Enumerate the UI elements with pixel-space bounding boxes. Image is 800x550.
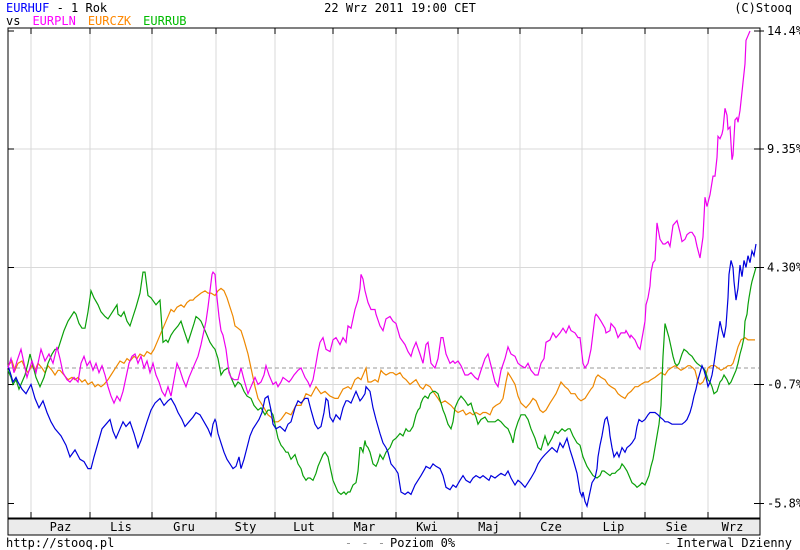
vs-label: vs xyxy=(6,14,21,28)
month-label: Sty xyxy=(235,520,257,534)
series-line-eurhuf xyxy=(7,243,757,509)
series-line-eurrub xyxy=(7,267,757,496)
month-label: Mar xyxy=(354,520,376,534)
month-label: Lut xyxy=(293,520,315,534)
site-url: http://stooq.pl xyxy=(6,536,115,550)
month-label: Sie xyxy=(666,520,688,534)
copyright-label: (C)Stooq xyxy=(734,1,792,15)
compare-legend: vs EURPLN EURCZK EURRUB xyxy=(6,14,187,28)
month-label: Cze xyxy=(540,520,562,534)
zero-level-label: Poziom 0% xyxy=(390,536,456,550)
zero-level-legend: - - - Poziom 0% xyxy=(0,536,800,550)
y-axis-label: -0.7% xyxy=(767,377,800,391)
chart-title: EURHUF - 1 Rok xyxy=(6,1,107,15)
interval-label: Interwal Dzienny xyxy=(676,536,792,550)
interval-dash: - xyxy=(664,536,673,550)
month-label: Maj xyxy=(478,520,500,534)
y-axis-label: 9.35% xyxy=(767,142,800,156)
month-label: Gru xyxy=(173,520,195,534)
month-label: Lip xyxy=(603,520,625,534)
chart-datetime: 22 Wrz 2011 19:00 CET xyxy=(324,1,476,15)
zero-dash-sample: - - - xyxy=(344,536,387,550)
series-line-eurczk xyxy=(7,287,755,423)
interval-legend: - Interwal Dzienny xyxy=(664,536,792,550)
month-strip xyxy=(7,518,761,536)
legend-symbol-eurczk: EURCZK xyxy=(87,14,132,28)
legend-symbol-eurrub: EURRUB xyxy=(143,14,187,28)
plot-border xyxy=(7,27,761,519)
legend-symbol-eurpln: EURPLN xyxy=(32,14,76,28)
series-line-eurpln xyxy=(7,30,751,405)
y-axis-label: 14.4% xyxy=(767,24,800,38)
title-period-suffix: - 1 Rok xyxy=(49,1,108,15)
y-axis-label: 4.30% xyxy=(767,260,800,274)
month-label: Paz xyxy=(50,520,72,534)
month-label: Kwi xyxy=(416,520,438,534)
month-label: Wrz xyxy=(722,520,744,534)
month-label: Lis xyxy=(110,520,132,534)
main-symbol-label: EURHUF xyxy=(6,1,50,15)
y-axis-label: -5.8% xyxy=(767,497,800,511)
